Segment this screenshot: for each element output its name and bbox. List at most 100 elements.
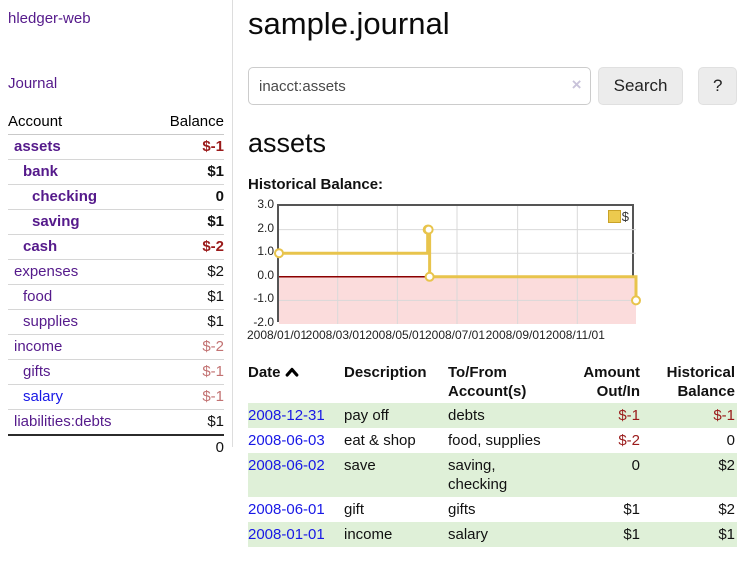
y-axis-tick-label: -2.0 (253, 315, 274, 329)
transaction-description: save (344, 453, 448, 497)
transaction-amount: $1 (623, 501, 640, 518)
sidebar-account-link-supplies[interactable]: supplies (23, 313, 79, 330)
main-content: sample.journal × Search ? assets Histori… (246, 0, 737, 547)
account-heading: assets (248, 128, 327, 158)
sidebar-account-link-bank[interactable]: bank (23, 163, 59, 180)
app-title-link[interactable]: hledger-web (8, 10, 91, 27)
transaction-accounts: debts (448, 403, 564, 428)
transaction-amount: $1 (564, 522, 642, 547)
sidebar-account-link-cash[interactable]: cash (23, 238, 58, 255)
account-row: gifts $-1 (8, 359, 224, 385)
y-axis-tick-label: 1.0 (257, 244, 274, 259)
sidebar-account-link-liabilities-debts[interactable]: liabilities:debts (14, 413, 112, 430)
help-button[interactable]: ? (698, 67, 737, 105)
column-header-accounts[interactable]: To/From Account(s) (448, 364, 527, 400)
chart-legend: $ (607, 209, 629, 224)
sidebar-account-link-salary[interactable]: salary (23, 388, 64, 405)
transaction-row: 2008-01-01 income salary $1 $1 (248, 522, 737, 547)
column-header-balance[interactable]: Historical Balance (666, 364, 735, 400)
search-form: × Search ? (248, 67, 737, 105)
transaction-description: pay off (344, 403, 448, 428)
transaction-description: income (344, 522, 448, 547)
transaction-accounts: food, supplies (448, 432, 541, 449)
column-header-date[interactable]: Date (248, 361, 344, 403)
sidebar-account-link-saving[interactable]: saving (32, 213, 80, 230)
account-balance: $-1 (202, 138, 224, 155)
account-row: liabilities:debts $1 (8, 409, 224, 435)
account-balance: $1 (207, 288, 224, 305)
account-balance: $-2 (202, 338, 224, 355)
transaction-amount: $-1 (564, 403, 642, 428)
transaction-accounts: saving, checking (448, 453, 564, 497)
x-axis-tick-label: 2008/03/01 (305, 328, 366, 342)
transaction-row: 2008-12-31 pay off debts $-1 $-1 (248, 403, 737, 428)
account-row: saving $1 (8, 209, 224, 235)
accounts-header-balance: Balance (144, 110, 224, 135)
account-balance: $1 (207, 413, 224, 430)
account-row: cash $-2 (8, 234, 224, 260)
transaction-balance: $-1 (642, 403, 737, 428)
x-axis-tick-label: 2008/05/01 (365, 328, 426, 342)
sidebar-account-link-checking[interactable]: checking (32, 188, 98, 205)
x-axis-tick-label: 2008/01/01 (246, 328, 308, 342)
column-header-amount[interactable]: Amount Out/In (583, 364, 640, 400)
transaction-date-link[interactable]: 2008-06-01 (248, 501, 325, 518)
sidebar-item-journal[interactable]: Journal (8, 75, 58, 92)
chart-title: Historical Balance: (248, 176, 384, 193)
y-axis-tick-label: 0.0 (257, 267, 274, 282)
account-balance: $-1 (202, 363, 224, 380)
register-table: Date Description To/From Account(s) Amou… (248, 361, 737, 547)
legend-label: $ (621, 209, 629, 224)
account-balance: $1 (207, 163, 224, 180)
transaction-date-link[interactable]: 2008-06-02 (248, 457, 325, 474)
account-row: income $-2 (8, 334, 224, 360)
account-balance: $1 (207, 213, 224, 230)
sidebar-account-link-assets[interactable]: assets (14, 138, 61, 155)
transaction-accounts: salary (448, 522, 564, 547)
chart-plot-area: $ (274, 204, 641, 324)
clear-search-icon[interactable]: × (571, 75, 582, 94)
transaction-accounts: gifts (448, 501, 476, 518)
transaction-amount: 0 (564, 453, 642, 497)
account-row: expenses $2 (8, 259, 224, 285)
transaction-row: 2008-06-03 eat & shop food, supplies $-2 0 (248, 428, 737, 453)
account-balance: $-2 (202, 238, 224, 255)
transaction-description: eat & shop (344, 432, 416, 449)
account-balance: 0 (215, 188, 224, 205)
transaction-balance: $1 (642, 522, 737, 547)
accounts-header-account: Account (8, 110, 145, 135)
account-balance: $1 (207, 313, 224, 330)
chart-canvas (274, 206, 641, 324)
transaction-row: 2008-06-01 gift gifts $1 $2 (248, 497, 737, 522)
transaction-row: 2008-06-02 save saving, checking 0 $2 (248, 453, 737, 497)
sidebar-account-link-food[interactable]: food (23, 288, 53, 305)
transaction-date-link[interactable]: 2008-01-01 (248, 526, 325, 543)
transaction-date-link[interactable]: 2008-06-03 (248, 432, 325, 449)
sidebar-account-link-expenses[interactable]: expenses (14, 263, 79, 280)
column-header-description[interactable]: Description (344, 364, 427, 381)
sort-ascending-icon (285, 363, 299, 382)
search-input[interactable] (248, 67, 591, 105)
sidebar-account-link-gifts[interactable]: gifts (23, 363, 51, 380)
y-axis-tick-label: -1.0 (253, 291, 274, 306)
y-axis-tick-label: 2.0 (257, 220, 274, 235)
sidebar-account-link-income[interactable]: income (14, 338, 63, 355)
accounts-total-value: 0 (144, 434, 224, 460)
historical-balance-chart: $ 3.0 2.0 1.0 0.0 -1.0 -2.0 2008/01/01 2008/03/… (246, 197, 668, 345)
accounts-table: Account Balance assets $-1 bank $1 checking 0… (8, 110, 224, 460)
account-row: bank $1 (8, 159, 224, 185)
sidebar: hledger-web Journal Account Balance asse… (0, 0, 233, 460)
transaction-description: gift (344, 501, 365, 518)
y-axis-tick-label: 3.0 (257, 197, 274, 211)
x-axis-tick-label: 2008/09/01 (485, 328, 546, 342)
account-row: salary $-1 (8, 384, 224, 410)
account-row: supplies $1 (8, 309, 224, 335)
transaction-date-link[interactable]: 2008-12-31 (248, 407, 325, 424)
accounts-total-row: 0 (8, 434, 224, 460)
x-axis-tick-label: 2008/11/01 (545, 328, 605, 342)
transaction-balance: $2 (718, 501, 735, 518)
account-row: checking 0 (8, 184, 224, 210)
legend-swatch-icon (607, 210, 621, 223)
search-button[interactable]: Search (597, 67, 684, 105)
account-row: assets $-1 (8, 135, 224, 160)
